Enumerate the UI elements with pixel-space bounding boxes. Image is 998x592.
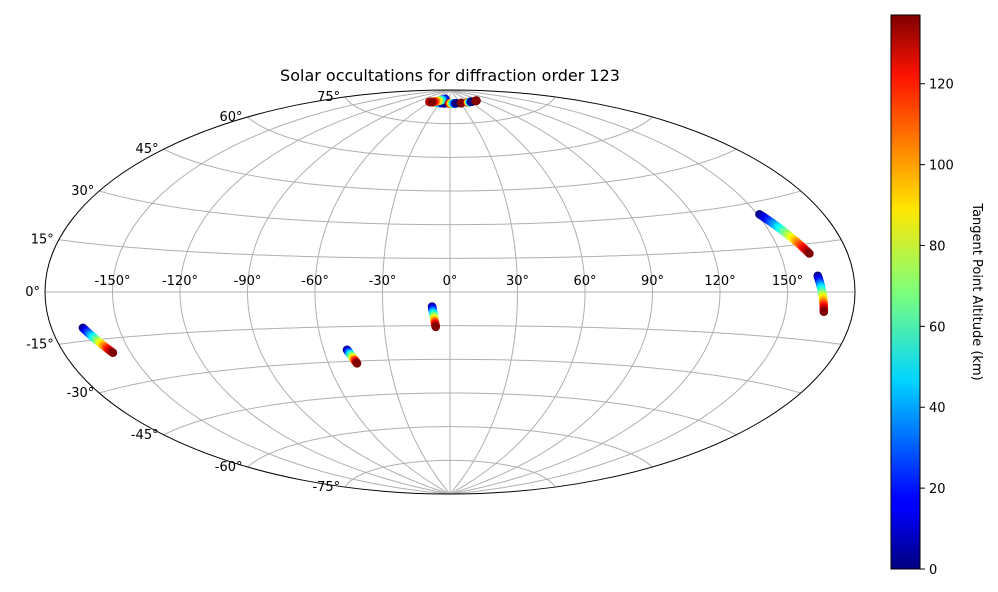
x-tick-label: 60° [573, 274, 596, 289]
colorbar-tick-label: 100 [929, 159, 954, 174]
x-tick-label: 150° [772, 274, 803, 289]
y-tick-label: -75° [312, 480, 340, 495]
parallel-line [99, 358, 801, 394]
x-tick-label: -60° [301, 274, 329, 289]
x-tick-label: 90° [641, 274, 664, 289]
longitude-tick-labels: -150° -120° -90° -60° -30° 0° 30° 60° 90° 120° 150… [94, 274, 803, 289]
x-tick-label: -30° [369, 274, 397, 289]
x-tick-label: -90° [234, 274, 262, 289]
parallel-line [344, 459, 556, 488]
y-tick-label: 60° [219, 110, 242, 125]
y-tick-label: -30° [67, 386, 95, 401]
x-tick-label: 0° [443, 274, 458, 289]
parallel-line [99, 190, 801, 226]
x-tick-label: -120° [162, 274, 198, 289]
colorbar-ticks: 0 20 40 60 80 100 120 [920, 78, 954, 578]
latitude-tick-labels: 75° 60° 45° 30° 15° 0° -15° -30° -45° -60° -75° [25, 90, 340, 495]
parallel-line [344, 96, 556, 125]
occultation-point [427, 97, 436, 107]
occultation-point [805, 249, 814, 258]
y-tick-label: 75° [317, 90, 340, 105]
occultation-point [431, 322, 441, 332]
parallel-line [247, 116, 653, 158]
parallel-line [58, 239, 842, 259]
colorbar-tick-label: 0 [929, 563, 937, 578]
y-tick-label: -15° [26, 337, 54, 352]
y-tick-label: 45° [136, 142, 159, 157]
occultation-points [78, 94, 829, 368]
x-tick-label: 30° [506, 274, 529, 289]
occultation-point [472, 96, 481, 105]
y-tick-label: 15° [31, 233, 54, 248]
occultation-point [108, 348, 118, 357]
y-tick-label: -60° [215, 460, 243, 475]
colorbar-tick-label: 80 [929, 240, 946, 255]
map-boundary [44, 89, 856, 495]
colorbar-label: Tangent Point Altitude (km) [969, 202, 984, 380]
parallel-line [58, 325, 842, 345]
x-tick-label: 120° [704, 274, 735, 289]
y-tick-label: 30° [71, 184, 94, 199]
y-tick-label: -45° [131, 428, 159, 443]
colorbar [890, 14, 921, 570]
colorbar-tick-label: 120 [929, 78, 954, 93]
colorbar-tick-label: 20 [929, 482, 946, 497]
parallel-line [163, 392, 737, 436]
occultation-point [352, 359, 362, 368]
colorbar-tick-label: 60 [929, 320, 946, 335]
chart-title: Solar occultations for diffraction order… [280, 66, 620, 85]
y-tick-label: 0° [25, 285, 40, 300]
occultation-point [819, 307, 829, 317]
map-grid [45, 89, 855, 495]
x-tick-label: -150° [94, 274, 130, 289]
parallel-line [247, 426, 653, 468]
parallel-line [163, 148, 737, 192]
colorbar-tick-label: 40 [929, 401, 946, 416]
